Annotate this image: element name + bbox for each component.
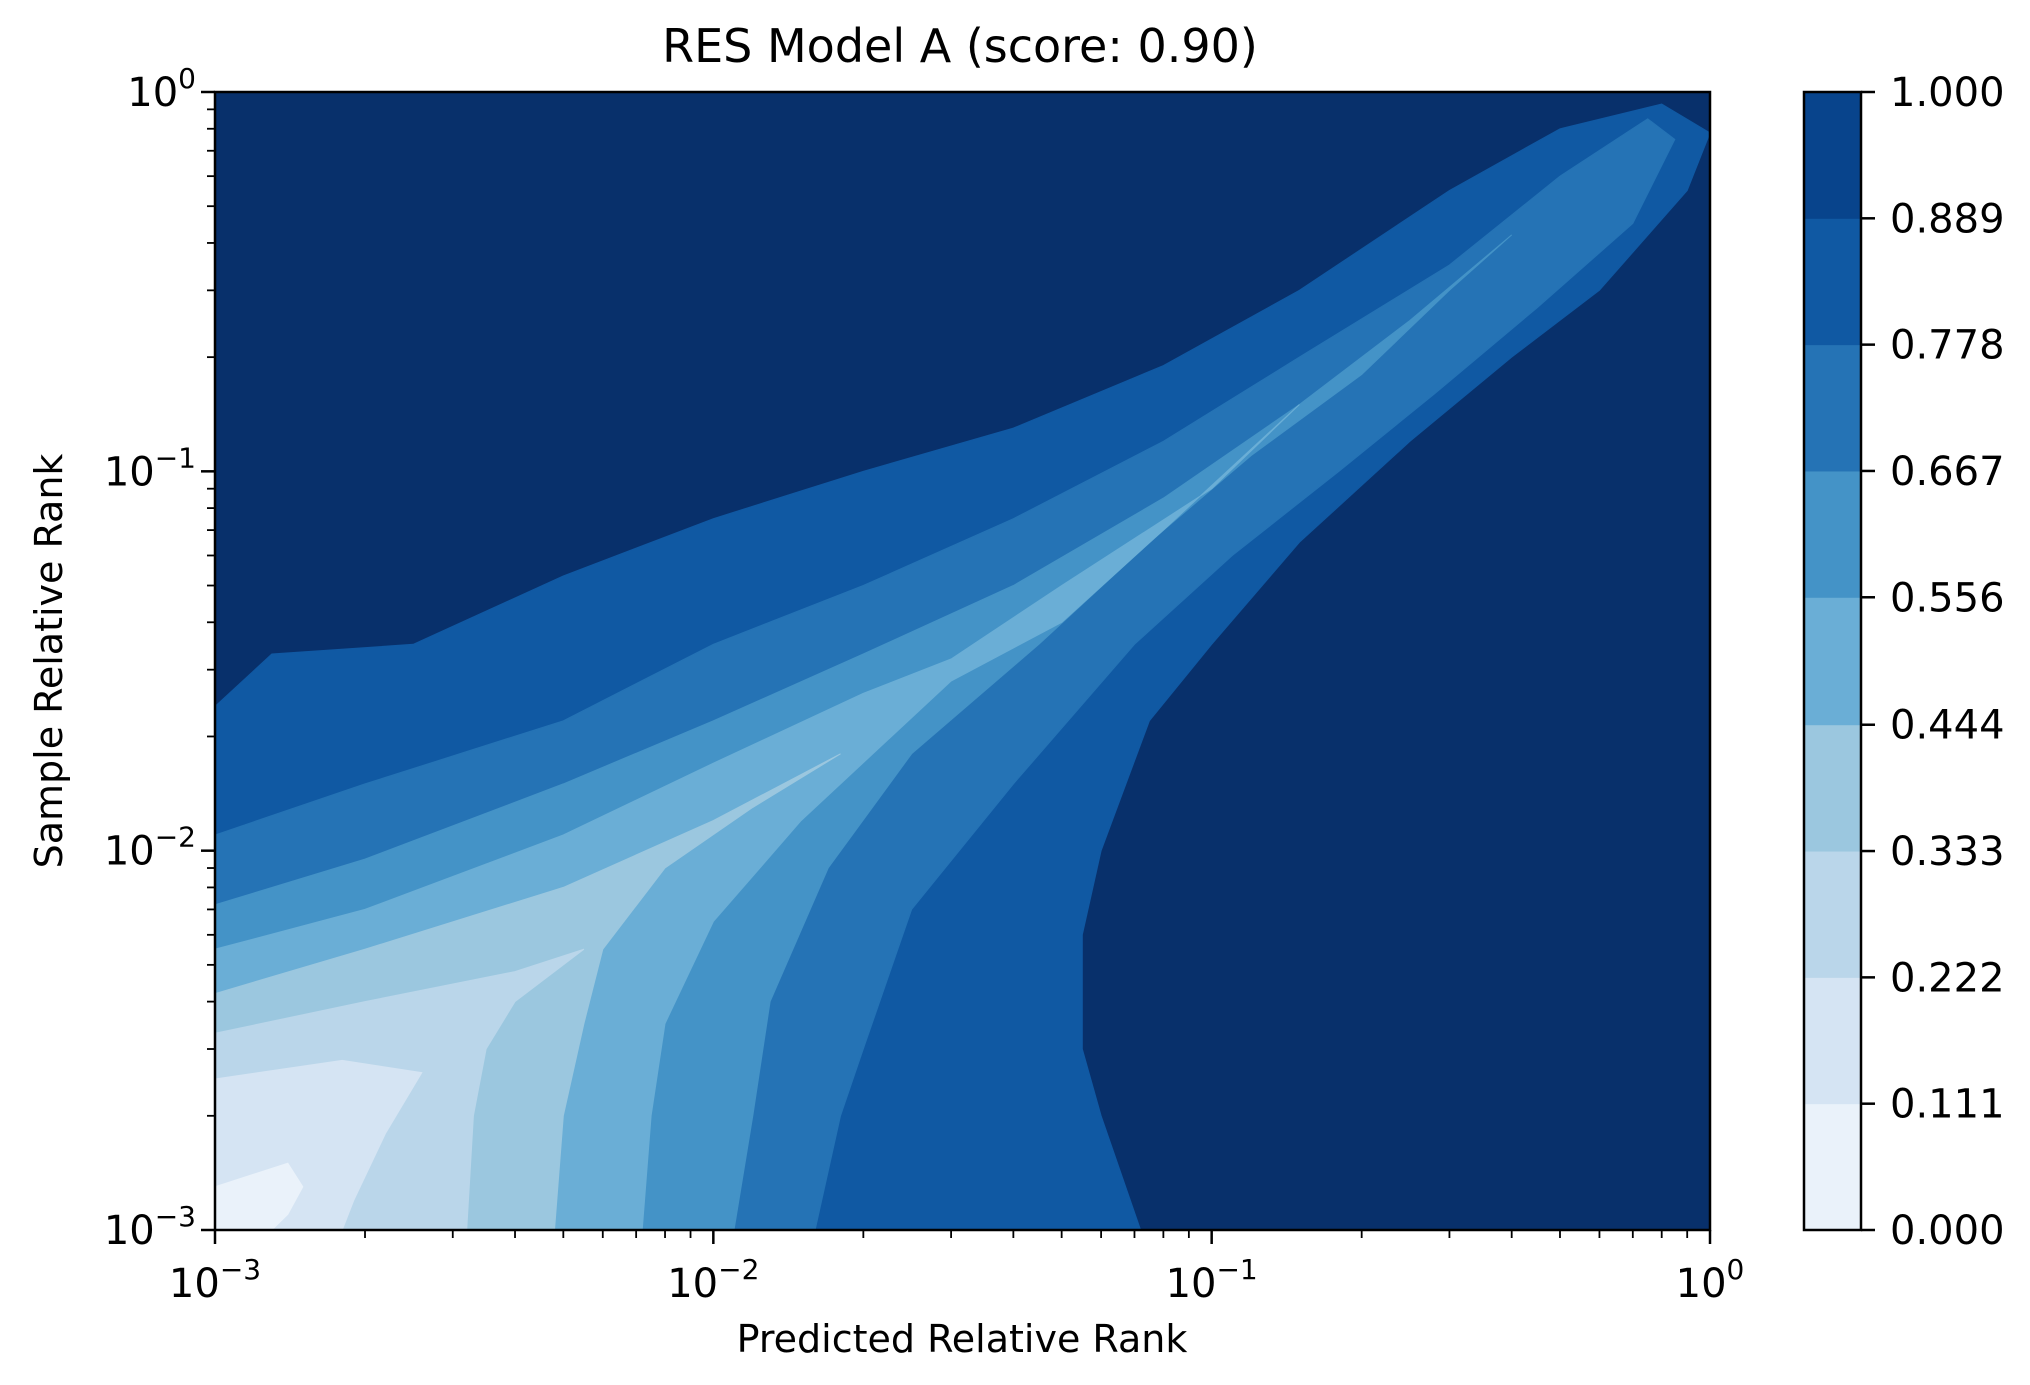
y-tick-label: 10−3 (104, 1200, 196, 1254)
x-tick-label: 10−3 (169, 1253, 261, 1307)
colorbar-tick-label: 0.333 (1890, 829, 2005, 875)
x-tick-labels: 10−3 10−2 10−1 100 (169, 1253, 1744, 1307)
contour-fills (215, 92, 1710, 1230)
colorbar-band (1804, 92, 1861, 219)
x-tick-label: 100 (1676, 1253, 1745, 1307)
colorbar-ticks: 0.000 0.111 0.222 0.333 0.444 0.556 0.667 0.778… (1861, 70, 2005, 1254)
major-ticks (201, 90, 1712, 1244)
plot-area (201, 90, 1712, 1244)
colorbar-band (1804, 597, 1861, 726)
y-tick-label: 10−2 (104, 821, 196, 875)
colorbar-tick-label: 0.778 (1890, 323, 2005, 369)
y-tick-label: 100 (127, 62, 196, 116)
colorbar-band (1804, 977, 1861, 1105)
colorbar-tick-label: 0.111 (1890, 1082, 2005, 1128)
colorbar-band (1804, 344, 1861, 472)
contour-band-7 (215, 1162, 304, 1230)
colorbar-tick-label: 0.000 (1890, 1208, 2005, 1254)
colorbar-band (1804, 470, 1861, 598)
colorbar-band (1804, 1103, 1861, 1231)
colorbar-bands (1804, 92, 1861, 1231)
colorbar-band (1804, 218, 1861, 346)
colorbar-tick-label: 0.556 (1890, 575, 2005, 621)
colorbar-tick-label: 0.667 (1890, 449, 2005, 495)
y-axis-label: Sample Relative Rank (27, 454, 71, 869)
y-tick-labels: 10−3 10−2 10−1 100 (104, 62, 196, 1254)
colorbar-band (1804, 724, 1861, 852)
x-tick-label: 10−2 (667, 1253, 759, 1307)
colorbar-frame (1802, 90, 1863, 1232)
y-tick-label: 10−1 (104, 441, 196, 495)
chart-title: RES Model A (score: 0.90) (662, 19, 1258, 73)
colorbar-tick-label: 0.444 (1890, 703, 2005, 749)
colorbar-band (1804, 851, 1861, 978)
colorbar: 0.000 0.111 0.222 0.333 0.444 0.556 0.667 0.778… (1802, 70, 2005, 1254)
colorbar-tick-label: 0.889 (1890, 196, 2005, 242)
colorbar-tick-label: 1.000 (1890, 70, 2005, 116)
x-axis-label: Predicted Relative Rank (737, 1317, 1188, 1361)
x-tick-label: 10−1 (1166, 1253, 1258, 1307)
minor-ticks (207, 108, 1689, 1238)
colorbar-tick-label: 0.222 (1890, 955, 2005, 1001)
plot-frame (213, 90, 1712, 1232)
